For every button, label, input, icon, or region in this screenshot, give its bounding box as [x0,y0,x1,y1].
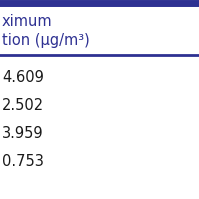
Text: ximum: ximum [2,14,53,28]
Text: 0.753: 0.753 [2,153,44,169]
Text: tion (μg/m³): tion (μg/m³) [2,33,90,49]
Text: 3.959: 3.959 [2,126,44,140]
Text: 4.609: 4.609 [2,69,44,85]
Text: 2.502: 2.502 [2,98,44,112]
